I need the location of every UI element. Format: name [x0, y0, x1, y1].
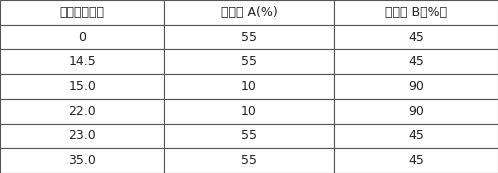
Bar: [164, 0, 334, 25]
Text: 时间（分钟）: 时间（分钟）: [60, 6, 105, 19]
Bar: [0, 124, 164, 148]
Bar: [0, 49, 164, 74]
Text: 14.5: 14.5: [68, 55, 96, 68]
Bar: [164, 124, 334, 148]
Bar: [334, 99, 498, 124]
Text: 流动相 B（%）: 流动相 B（%）: [385, 6, 447, 19]
Bar: [164, 148, 334, 173]
Text: 45: 45: [408, 55, 424, 68]
Bar: [0, 74, 164, 99]
Bar: [334, 74, 498, 99]
Text: 22.0: 22.0: [68, 105, 96, 118]
Text: 0: 0: [78, 31, 86, 44]
Bar: [164, 99, 334, 124]
Bar: [0, 0, 164, 25]
Text: 55: 55: [241, 55, 257, 68]
Bar: [0, 148, 164, 173]
Text: 45: 45: [408, 154, 424, 167]
Text: 45: 45: [408, 129, 424, 142]
Bar: [0, 25, 164, 49]
Bar: [334, 0, 498, 25]
Bar: [164, 74, 334, 99]
Text: 10: 10: [241, 105, 257, 118]
Bar: [164, 25, 334, 49]
Bar: [334, 148, 498, 173]
Bar: [164, 49, 334, 74]
Bar: [334, 124, 498, 148]
Text: 35.0: 35.0: [68, 154, 96, 167]
Text: 10: 10: [241, 80, 257, 93]
Text: 流动相 A(%): 流动相 A(%): [221, 6, 277, 19]
Text: 55: 55: [241, 31, 257, 44]
Text: 55: 55: [241, 129, 257, 142]
Bar: [334, 25, 498, 49]
Text: 45: 45: [408, 31, 424, 44]
Text: 90: 90: [408, 80, 424, 93]
Text: 15.0: 15.0: [68, 80, 96, 93]
Bar: [0, 99, 164, 124]
Text: 55: 55: [241, 154, 257, 167]
Text: 23.0: 23.0: [68, 129, 96, 142]
Text: 90: 90: [408, 105, 424, 118]
Bar: [334, 49, 498, 74]
